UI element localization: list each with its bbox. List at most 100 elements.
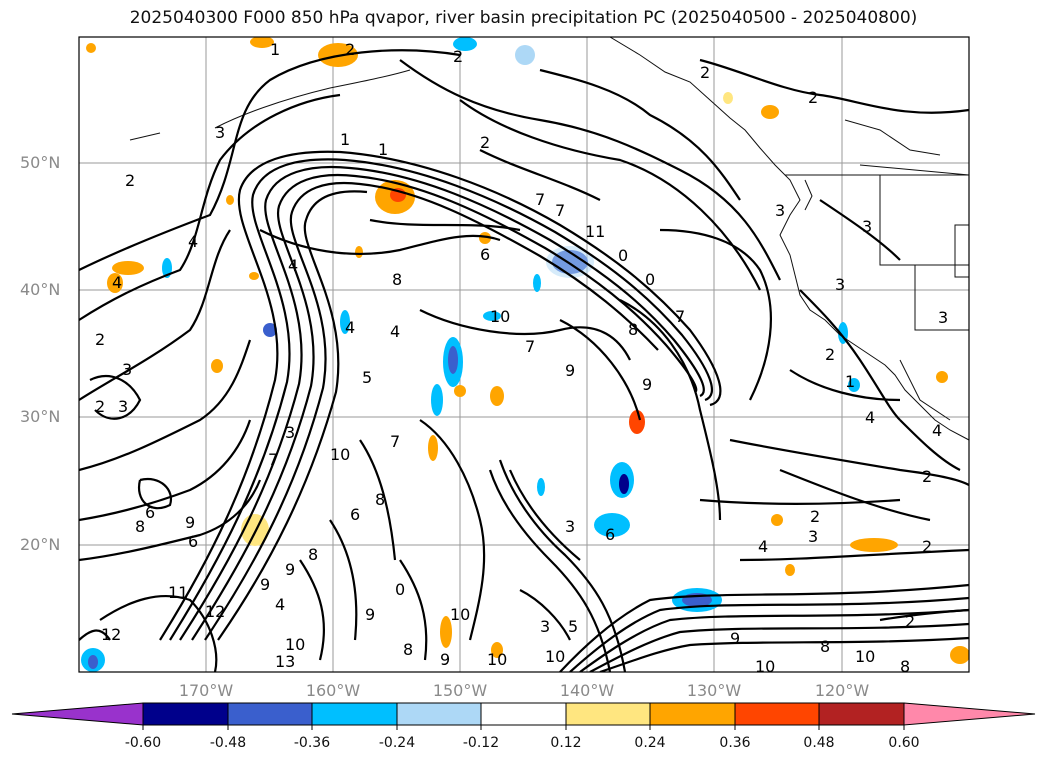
svg-text:4: 4 — [345, 318, 355, 337]
svg-text:10: 10 — [450, 605, 470, 624]
svg-text:3: 3 — [540, 617, 550, 636]
map-title: 2025040300 F000 850 hPa qvapor, river ba… — [129, 8, 918, 28]
svg-text:4: 4 — [112, 273, 122, 292]
svg-text:6: 6 — [350, 505, 360, 524]
lat-label-50n: 50°N — [20, 153, 61, 172]
svg-text:2: 2 — [700, 63, 710, 82]
svg-text:9: 9 — [185, 513, 195, 532]
svg-text:10: 10 — [755, 657, 775, 676]
svg-text:10: 10 — [545, 647, 565, 666]
colorbar-tick: 0.36 — [719, 735, 751, 751]
plot-area — [79, 37, 969, 672]
svg-text:3: 3 — [862, 217, 872, 236]
svg-text:3: 3 — [285, 423, 295, 442]
svg-text:9: 9 — [440, 650, 450, 669]
svg-text:2: 2 — [905, 612, 915, 631]
svg-text:5: 5 — [568, 617, 578, 636]
svg-text:3: 3 — [215, 123, 225, 142]
svg-text:7: 7 — [535, 190, 545, 209]
colorbar-tick: 0.48 — [803, 735, 835, 751]
svg-text:3: 3 — [835, 275, 845, 294]
lon-label-150w: 150°W — [432, 681, 488, 700]
svg-text:7: 7 — [525, 337, 535, 356]
svg-text:3: 3 — [775, 201, 785, 220]
svg-text:10: 10 — [487, 650, 507, 669]
lat-label-30n: 30°N — [20, 407, 61, 426]
lat-label-40n: 40°N — [20, 280, 61, 299]
svg-text:7: 7 — [268, 450, 278, 469]
svg-text:2: 2 — [480, 133, 490, 152]
coastlines — [129, 37, 969, 441]
svg-text:3: 3 — [938, 308, 948, 327]
svg-text:13: 13 — [275, 652, 295, 671]
svg-text:7: 7 — [675, 307, 685, 326]
svg-text:4: 4 — [390, 322, 400, 341]
svg-text:2: 2 — [345, 40, 355, 59]
svg-text:9: 9 — [565, 361, 575, 380]
svg-text:9: 9 — [642, 375, 652, 394]
colorbar-tick: 0.24 — [634, 735, 666, 751]
svg-text:4: 4 — [275, 595, 285, 614]
colorbar-tick: 0.60 — [888, 735, 920, 751]
grid-lines — [79, 37, 969, 672]
svg-text:2: 2 — [810, 507, 820, 526]
lon-label-140w: 140°W — [559, 681, 615, 700]
svg-text:10: 10 — [855, 647, 875, 666]
svg-text:3: 3 — [808, 527, 818, 546]
svg-text:2: 2 — [808, 88, 818, 107]
svg-text:9: 9 — [730, 629, 740, 648]
svg-text:1: 1 — [270, 40, 280, 59]
svg-text:7: 7 — [390, 432, 400, 451]
svg-text:4: 4 — [758, 537, 768, 556]
svg-text:7: 7 — [555, 201, 565, 220]
svg-text:2: 2 — [95, 330, 105, 349]
svg-text:8: 8 — [375, 490, 385, 509]
svg-text:4: 4 — [865, 408, 875, 427]
svg-text:9: 9 — [260, 575, 270, 594]
svg-text:3: 3 — [565, 517, 575, 536]
lon-label-130w: 130°W — [686, 681, 742, 700]
lat-label-20n: 20°N — [20, 535, 61, 554]
colorbar-tick: -0.36 — [293, 735, 331, 751]
svg-text:11: 11 — [585, 222, 605, 241]
svg-text:0: 0 — [618, 246, 628, 265]
svg-text:8: 8 — [135, 517, 145, 536]
colorbar-tick: -0.12 — [462, 735, 500, 751]
svg-text:8: 8 — [900, 657, 910, 676]
svg-text:2: 2 — [95, 397, 105, 416]
svg-text:6: 6 — [145, 503, 155, 522]
svg-text:6: 6 — [480, 245, 490, 264]
svg-text:11: 11 — [168, 583, 188, 602]
svg-text:2: 2 — [825, 345, 835, 364]
svg-text:1: 1 — [340, 130, 350, 149]
svg-text:9: 9 — [365, 605, 375, 624]
svg-text:2: 2 — [453, 47, 463, 66]
colorbar-tick: 0.12 — [550, 735, 582, 751]
svg-text:3: 3 — [122, 360, 132, 379]
svg-text:6: 6 — [188, 532, 198, 551]
svg-text:8: 8 — [308, 545, 318, 564]
svg-text:1: 1 — [378, 140, 388, 159]
svg-text:4: 4 — [188, 232, 198, 251]
svg-text:10: 10 — [490, 307, 510, 326]
colorbar-tick: -0.48 — [209, 735, 247, 751]
svg-text:4: 4 — [288, 256, 298, 275]
plot-border — [78, 36, 970, 673]
svg-text:2: 2 — [922, 467, 932, 486]
svg-text:12: 12 — [101, 625, 121, 644]
colorbar-tick: -0.60 — [124, 735, 162, 751]
svg-text:8: 8 — [628, 320, 638, 339]
svg-text:9: 9 — [285, 560, 295, 579]
svg-text:5: 5 — [362, 368, 372, 387]
svg-text:0: 0 — [395, 580, 405, 599]
svg-text:8: 8 — [392, 270, 402, 289]
svg-text:0: 0 — [645, 270, 655, 289]
svg-text:2: 2 — [922, 537, 932, 556]
svg-text:2: 2 — [125, 171, 135, 190]
svg-text:3: 3 — [118, 397, 128, 416]
colorbar-tick: -0.24 — [378, 735, 416, 751]
svg-text:8: 8 — [820, 637, 830, 656]
lon-label-120w: 120°W — [814, 681, 870, 700]
lon-label-160w: 160°W — [305, 681, 361, 700]
svg-text:1: 1 — [845, 372, 855, 391]
